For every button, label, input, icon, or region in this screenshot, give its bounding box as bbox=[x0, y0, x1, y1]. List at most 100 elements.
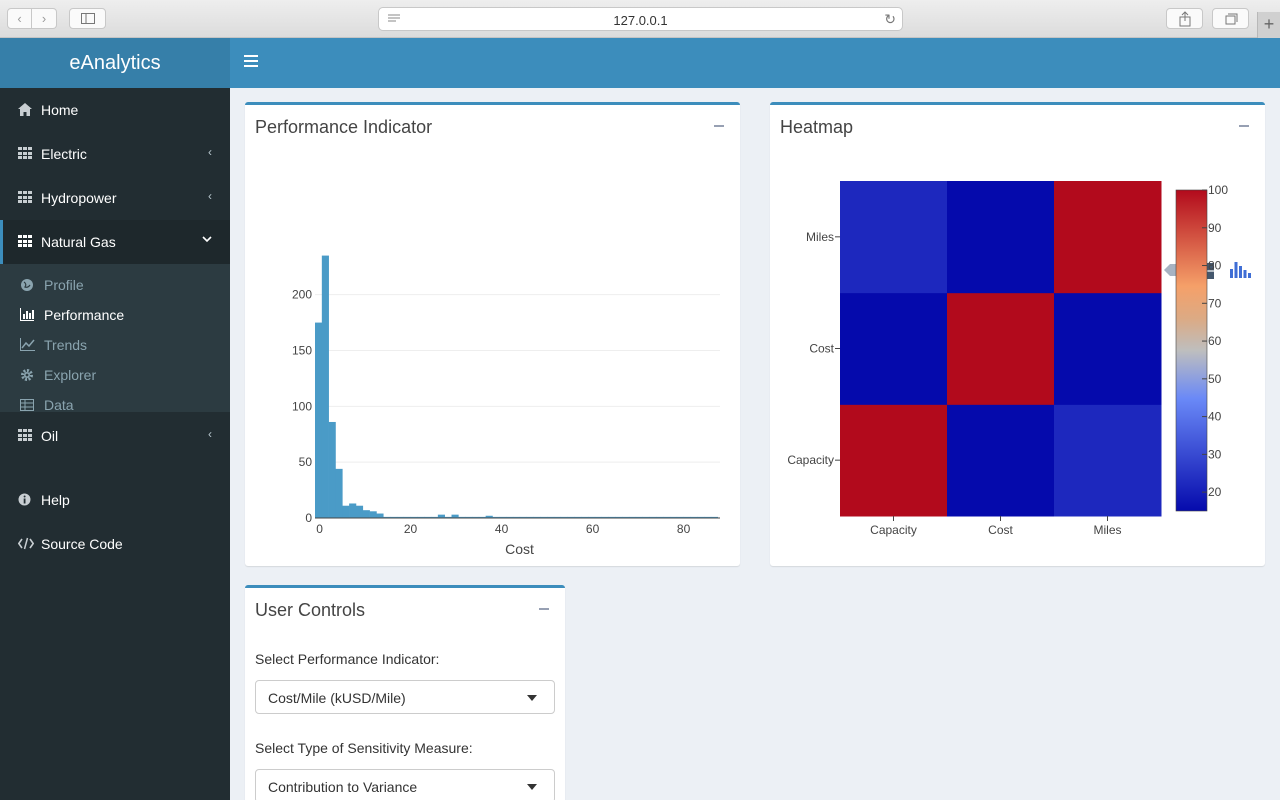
chevron-down-icon bbox=[202, 233, 212, 247]
sidebar-item-label: Hydropower bbox=[41, 190, 117, 206]
histogram-bar bbox=[635, 516, 643, 518]
submenu-item-trends[interactable]: Trends bbox=[0, 330, 230, 360]
panel-title: Performance Indicator bbox=[255, 117, 433, 137]
histogram-bar bbox=[526, 516, 534, 518]
globe-icon bbox=[20, 278, 34, 292]
y-tick-label: Capacity bbox=[787, 453, 834, 467]
histogram-bar bbox=[478, 516, 486, 518]
sidebar-icon bbox=[81, 13, 95, 24]
histogram-bar bbox=[676, 516, 684, 518]
y-tick-label: Cost bbox=[809, 342, 834, 356]
user-controls-panel: User Controls Select Performance Indicat… bbox=[245, 585, 565, 800]
sensitivity-measure-select[interactable]: Contribution to Variance bbox=[255, 769, 555, 800]
collapse-button[interactable] bbox=[714, 125, 724, 127]
caret-down-icon bbox=[527, 695, 537, 701]
indicator-select-label: Select Performance Indicator: bbox=[255, 651, 440, 667]
sidebar: Home Electric ‹ Hydropower ‹ Natural Gas… bbox=[0, 88, 230, 800]
histogram-bar bbox=[669, 516, 678, 518]
sidebar-item-oil[interactable]: Oil ‹ bbox=[0, 414, 230, 458]
histogram-bar bbox=[349, 503, 357, 518]
plotly-logo-icon[interactable] bbox=[1227, 261, 1253, 278]
new-tab-button[interactable]: + bbox=[1257, 12, 1280, 38]
histogram-bar bbox=[444, 516, 452, 518]
reader-icon[interactable] bbox=[388, 14, 400, 24]
collapse-button[interactable] bbox=[1239, 125, 1249, 127]
sidebar-item-help[interactable]: Help bbox=[0, 478, 230, 522]
heatmap-cell bbox=[947, 292, 1055, 405]
x-tick-label: 60 bbox=[586, 522, 600, 536]
colorbar-tick-label: 80 bbox=[1208, 259, 1222, 273]
sidebar-item-electric[interactable]: Electric ‹ bbox=[0, 132, 230, 176]
select-value: Contribution to Variance bbox=[268, 779, 418, 795]
reload-icon[interactable]: ↻ bbox=[884, 11, 896, 27]
x-axis-title: Cost bbox=[505, 541, 534, 557]
histogram-bar bbox=[383, 516, 391, 518]
histogram-bar bbox=[622, 516, 630, 518]
x-tick-label: 40 bbox=[495, 522, 509, 536]
histogram-bar bbox=[506, 516, 514, 518]
share-button[interactable] bbox=[1166, 8, 1203, 29]
show-sidebar-button[interactable] bbox=[69, 8, 106, 29]
grid-icon bbox=[18, 235, 32, 249]
sidebar-item-home[interactable]: Home bbox=[0, 88, 230, 132]
table-icon bbox=[20, 398, 34, 412]
gear-icon bbox=[20, 368, 34, 382]
line-chart-icon bbox=[20, 338, 35, 352]
sidebar-toggle-icon[interactable] bbox=[244, 55, 258, 71]
x-tick-label: 80 bbox=[677, 522, 691, 536]
histogram-bar bbox=[649, 516, 657, 518]
histogram-bar bbox=[321, 255, 329, 519]
heatmap-cell bbox=[1054, 404, 1162, 517]
histogram-bar bbox=[553, 516, 562, 518]
y-tick-label: 0 bbox=[305, 511, 312, 525]
sidebar-item-label: Help bbox=[41, 492, 70, 508]
submenu-item-data[interactable]: Data bbox=[0, 390, 230, 420]
performance-indicator-select[interactable]: Cost/Mile (kUSD/Mile) bbox=[255, 680, 555, 714]
heatmap-panel: Heatmap Capacity Cost Miles Capacity Cost Mil… bbox=[770, 102, 1265, 566]
app-logo[interactable]: eAnalytics bbox=[0, 38, 230, 88]
submenu-item-profile[interactable]: Profile bbox=[0, 270, 230, 300]
histogram-bar bbox=[342, 505, 350, 518]
histogram-bar bbox=[485, 515, 493, 518]
sidebar-item-hydropower[interactable]: Hydropower ‹ bbox=[0, 176, 230, 220]
sidebar-item-natural-gas[interactable]: Natural Gas bbox=[0, 220, 230, 264]
heatmap-cell bbox=[840, 404, 948, 517]
grid-icon bbox=[18, 147, 32, 161]
chevron-left-icon: ‹ bbox=[208, 427, 212, 441]
sidebar-item-label: Source Code bbox=[41, 536, 123, 552]
y-tick-label: 150 bbox=[292, 344, 312, 358]
histogram-bar bbox=[567, 516, 575, 518]
heatmap-cell bbox=[840, 292, 948, 405]
sidebar-item-label: Home bbox=[41, 102, 79, 118]
url-text: 127.0.0.1 bbox=[613, 13, 668, 28]
heatmap-chart: Capacity Cost Miles Capacity Cost Miles 20 30 40… bbox=[787, 181, 1228, 537]
histogram-bar bbox=[417, 516, 425, 518]
histogram-bar bbox=[608, 516, 616, 518]
performance-indicator-panel: Performance Indicator 0 50 100 150 200 0 20 40 6… bbox=[245, 102, 740, 566]
forward-button[interactable]: › bbox=[32, 8, 57, 29]
info-icon bbox=[18, 493, 32, 507]
histogram-bar bbox=[588, 516, 596, 518]
histogram-bar bbox=[560, 516, 568, 518]
sidebar-item-source-code[interactable]: Source Code bbox=[0, 522, 230, 566]
histogram-bar bbox=[458, 516, 466, 518]
sidebar-item-label: Electric bbox=[41, 146, 87, 162]
submenu-item-performance[interactable]: Performance bbox=[0, 300, 230, 330]
y-tick-label: 200 bbox=[292, 288, 312, 302]
collapse-button[interactable] bbox=[539, 608, 549, 610]
histogram-bar bbox=[697, 516, 705, 518]
address-bar[interactable]: 127.0.0.1 ↻ bbox=[378, 7, 903, 31]
histogram-bar bbox=[315, 322, 323, 518]
submenu-item-explorer[interactable]: Explorer bbox=[0, 360, 230, 390]
histogram-bar bbox=[403, 516, 411, 518]
histogram-bar bbox=[533, 516, 541, 518]
histogram-bar bbox=[547, 516, 555, 518]
colorbar-tick-label: 60 bbox=[1208, 334, 1222, 348]
histogram-bar bbox=[594, 516, 602, 518]
histogram-bar bbox=[540, 516, 548, 518]
back-button[interactable]: ‹ bbox=[7, 8, 32, 29]
tabs-overview-button[interactable] bbox=[1212, 8, 1249, 29]
histogram-bar bbox=[424, 516, 432, 518]
top-navbar bbox=[230, 38, 1280, 88]
y-tick-label: 50 bbox=[299, 455, 313, 469]
